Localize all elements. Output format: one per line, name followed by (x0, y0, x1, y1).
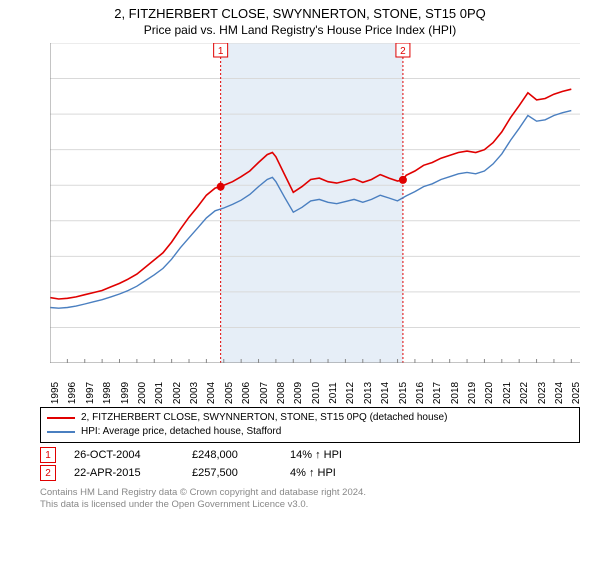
x-tick-label: 2006 (241, 382, 252, 404)
credit-line: This data is licensed under the Open Gov… (40, 499, 580, 511)
x-tick-label: 1999 (120, 382, 131, 404)
x-tick-label: 2008 (276, 382, 287, 404)
x-tick-label: 2016 (415, 382, 426, 404)
sale-price: £248,000 (192, 449, 272, 461)
sales-list: 1 26-OCT-2004 £248,000 14% ↑ HPI 2 22-APR-201… (0, 447, 600, 481)
x-tick-label: 2020 (484, 382, 495, 404)
sale-row: 2 22-APR-2015 £257,500 4% ↑ HPI (40, 465, 580, 481)
legend-label: HPI: Average price, detached house, Staf… (81, 425, 281, 439)
x-tick-label: 2023 (537, 382, 548, 404)
sale-note: 4% ↑ HPI (290, 467, 336, 479)
x-tick-label: 1996 (67, 382, 78, 404)
sale-date: 22-APR-2015 (74, 467, 174, 479)
x-tick-label: 2024 (554, 382, 565, 404)
x-tick-label: 2003 (189, 382, 200, 404)
x-tick-label: 2002 (172, 382, 183, 404)
x-tick-label: 2004 (206, 382, 217, 404)
x-tick-label: 2001 (154, 382, 165, 404)
x-tick-label: 2019 (467, 382, 478, 404)
credit-text: Contains HM Land Registry data © Crown c… (40, 487, 580, 511)
legend: 2, FITZHERBERT CLOSE, SWYNNERTON, STONE,… (40, 407, 580, 443)
x-tick-label: 1997 (85, 382, 96, 404)
credit-line: Contains HM Land Registry data © Crown c… (40, 487, 580, 499)
legend-swatch (47, 431, 75, 433)
sale-price: £257,500 (192, 467, 272, 479)
chart-area: £0£50K£100K£150K£200K£250K£300K£350K£400… (50, 43, 580, 399)
x-tick-label: 2007 (259, 382, 270, 404)
x-tick-label: 2022 (519, 382, 530, 404)
sale-row: 1 26-OCT-2004 £248,000 14% ↑ HPI (40, 447, 580, 463)
x-tick-label: 1995 (50, 382, 61, 404)
x-tick-label: 2025 (571, 382, 582, 404)
x-tick-label: 1998 (102, 382, 113, 404)
legend-label: 2, FITZHERBERT CLOSE, SWYNNERTON, STONE,… (81, 411, 447, 425)
x-tick-label: 2000 (137, 382, 148, 404)
x-tick-label: 2005 (224, 382, 235, 404)
svg-text:2: 2 (400, 46, 406, 57)
x-tick-label: 2021 (502, 382, 513, 404)
svg-text:1: 1 (218, 46, 224, 57)
sale-marker: 1 (40, 447, 56, 463)
x-tick-label: 2014 (380, 382, 391, 404)
legend-row: 2, FITZHERBERT CLOSE, SWYNNERTON, STONE,… (47, 411, 573, 425)
x-tick-label: 2011 (328, 382, 339, 404)
chart-subtitle: Price paid vs. HM Land Registry's House … (0, 23, 600, 37)
x-tick-label: 2015 (398, 382, 409, 404)
x-tick-label: 2013 (363, 382, 374, 404)
sale-marker: 2 (40, 465, 56, 481)
chart-title: 2, FITZHERBERT CLOSE, SWYNNERTON, STONE,… (0, 6, 600, 21)
x-axis-labels: 1995199619971998199920002001200220032004… (50, 363, 580, 399)
x-tick-label: 2010 (311, 382, 322, 404)
x-tick-label: 2017 (432, 382, 443, 404)
x-tick-label: 2018 (450, 382, 461, 404)
x-tick-label: 2012 (345, 382, 356, 404)
legend-row: HPI: Average price, detached house, Staf… (47, 425, 573, 439)
sale-note: 14% ↑ HPI (290, 449, 342, 461)
x-tick-label: 2009 (293, 382, 304, 404)
legend-swatch (47, 417, 75, 419)
line-chart: 12 (50, 43, 580, 363)
sale-date: 26-OCT-2004 (74, 449, 174, 461)
